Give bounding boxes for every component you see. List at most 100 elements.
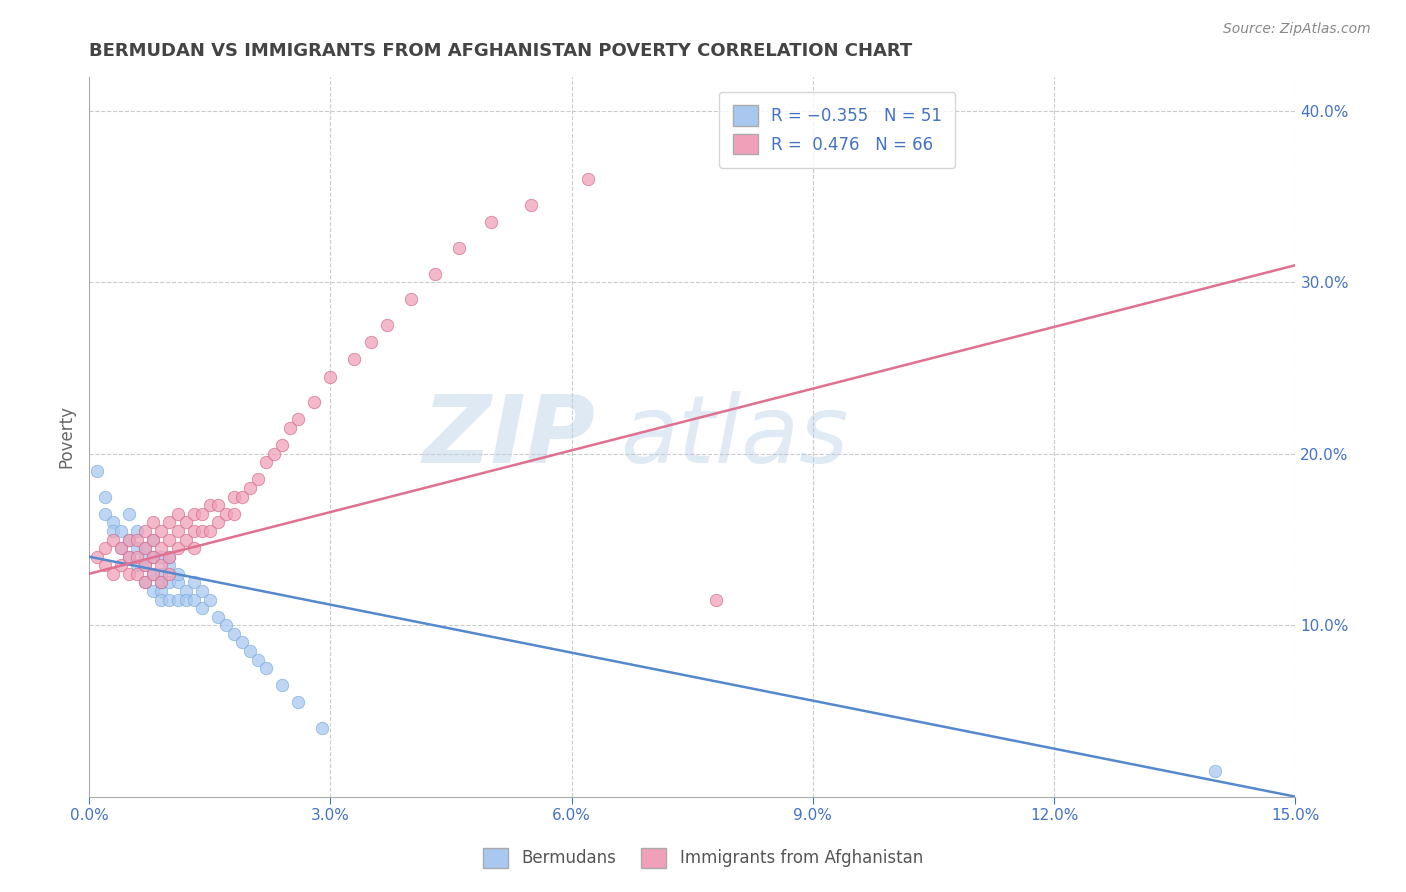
Point	[166, 541, 188, 555]
Point	[183, 592, 205, 607]
Point	[263, 447, 285, 461]
Point	[150, 592, 173, 607]
Point	[142, 583, 165, 598]
Point	[118, 566, 141, 581]
Point	[150, 549, 173, 564]
Point	[239, 481, 262, 495]
Point	[222, 490, 245, 504]
Point	[311, 721, 333, 735]
Point	[174, 533, 197, 547]
Text: BERMUDAN VS IMMIGRANTS FROM AFGHANISTAN POVERTY CORRELATION CHART: BERMUDAN VS IMMIGRANTS FROM AFGHANISTAN …	[89, 42, 912, 60]
Point	[127, 541, 149, 555]
Point	[142, 516, 165, 530]
Point	[166, 575, 188, 590]
Point	[287, 412, 309, 426]
Point	[246, 652, 269, 666]
Point	[174, 516, 197, 530]
Point	[222, 627, 245, 641]
Point	[142, 533, 165, 547]
Point	[231, 490, 253, 504]
Point	[118, 549, 141, 564]
Point	[278, 421, 301, 435]
Point	[479, 215, 502, 229]
Point	[110, 541, 132, 555]
Point	[271, 678, 294, 692]
Point	[174, 583, 197, 598]
Text: Source: ZipAtlas.com: Source: ZipAtlas.com	[1223, 22, 1371, 37]
Point	[207, 516, 229, 530]
Point	[118, 507, 141, 521]
Point	[127, 524, 149, 538]
Point	[86, 549, 108, 564]
Point	[103, 524, 125, 538]
Point	[118, 533, 141, 547]
Point	[150, 566, 173, 581]
Point	[198, 498, 221, 512]
Point	[198, 592, 221, 607]
Point	[166, 592, 188, 607]
Point	[118, 549, 141, 564]
Point	[134, 541, 156, 555]
Point	[150, 583, 173, 598]
Point	[159, 549, 181, 564]
Point	[142, 566, 165, 581]
Point	[142, 549, 165, 564]
Point	[103, 533, 125, 547]
Point	[174, 592, 197, 607]
Point	[246, 473, 269, 487]
Point	[231, 635, 253, 649]
Point	[159, 516, 181, 530]
Point	[127, 566, 149, 581]
Point	[110, 541, 132, 555]
Point	[134, 558, 156, 573]
Point	[103, 516, 125, 530]
Point	[1204, 764, 1226, 778]
Point	[287, 695, 309, 709]
Legend: R = −0.355   N = 51, R =  0.476   N = 66: R = −0.355 N = 51, R = 0.476 N = 66	[720, 92, 955, 168]
Point	[150, 524, 173, 538]
Point	[94, 541, 117, 555]
Point	[319, 369, 342, 384]
Point	[118, 533, 141, 547]
Point	[183, 524, 205, 538]
Point	[207, 498, 229, 512]
Point	[159, 575, 181, 590]
Point	[190, 583, 212, 598]
Point	[134, 549, 156, 564]
Text: atlas: atlas	[620, 391, 848, 483]
Text: ZIP: ZIP	[423, 391, 596, 483]
Point	[159, 566, 181, 581]
Point	[127, 533, 149, 547]
Point	[166, 507, 188, 521]
Point	[254, 455, 277, 469]
Point	[183, 541, 205, 555]
Point	[375, 318, 398, 333]
Point	[190, 601, 212, 615]
Point	[198, 524, 221, 538]
Point	[166, 566, 188, 581]
Point	[447, 241, 470, 255]
Point	[94, 507, 117, 521]
Point	[520, 198, 543, 212]
Point	[150, 541, 173, 555]
Point	[183, 575, 205, 590]
Point	[222, 507, 245, 521]
Point	[150, 575, 173, 590]
Y-axis label: Poverty: Poverty	[58, 405, 75, 468]
Point	[94, 558, 117, 573]
Point	[215, 618, 238, 632]
Point	[576, 172, 599, 186]
Point	[86, 464, 108, 478]
Point	[150, 575, 173, 590]
Point	[254, 661, 277, 675]
Point	[159, 533, 181, 547]
Point	[190, 524, 212, 538]
Point	[134, 541, 156, 555]
Point	[360, 335, 382, 350]
Point	[159, 558, 181, 573]
Point	[103, 566, 125, 581]
Point	[150, 558, 173, 573]
Point	[134, 575, 156, 590]
Point	[271, 438, 294, 452]
Point	[110, 558, 132, 573]
